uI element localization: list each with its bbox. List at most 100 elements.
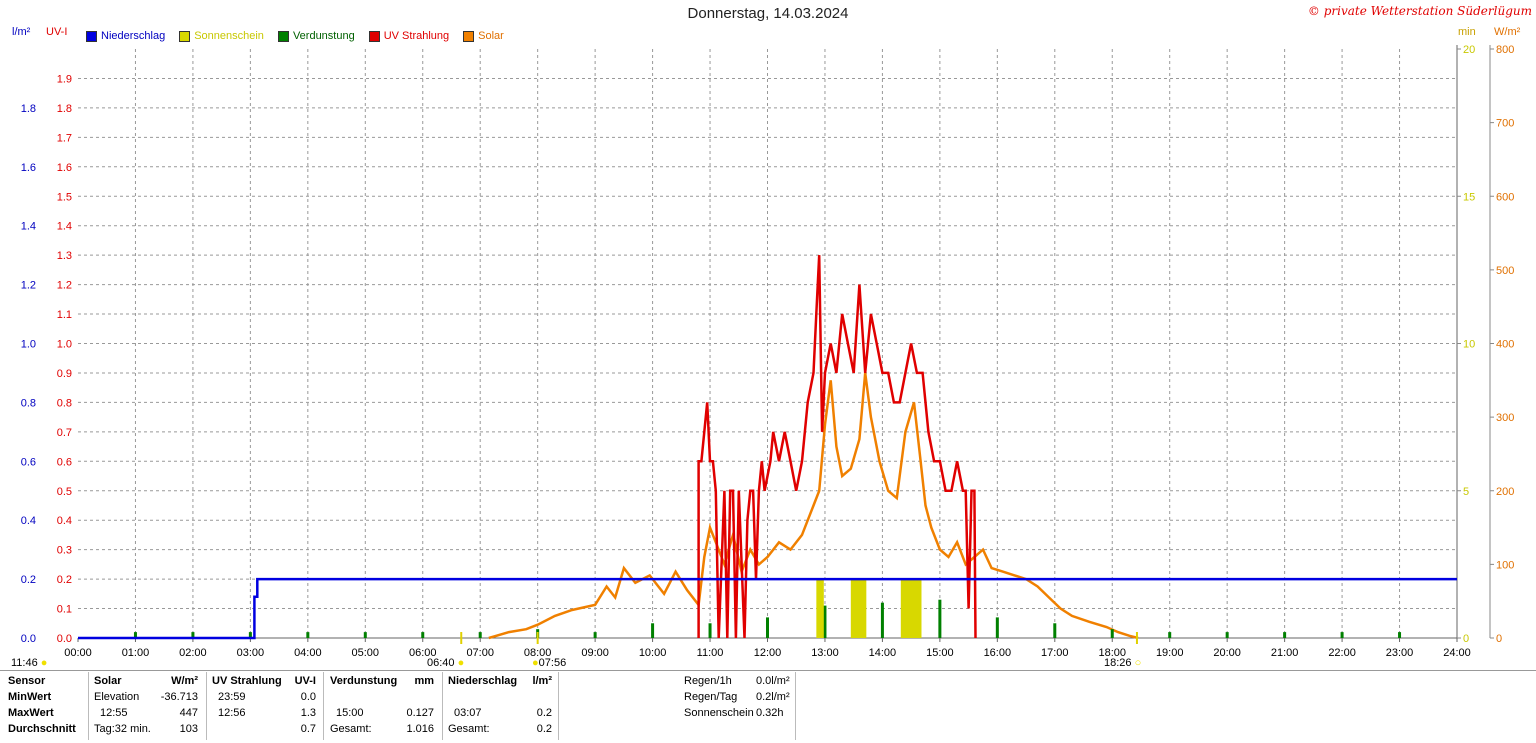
evaporation-bar [1340,632,1344,638]
x-axis: 00:00 01:00 02:00 03:00 04:00 05:00 06:00 07:00… [64,638,1471,659]
legend-label-rain: Niederschlag [101,30,166,42]
sun-tick-label: 5 [1463,486,1469,498]
solar-tick-label: 100 [1496,559,1514,571]
evaporation-bar [1225,632,1229,638]
solar-tick-label: 600 [1496,191,1514,203]
sunrise-label: 06:40 ● [427,657,465,669]
uv-tick-label: 1.8 [57,103,72,115]
legend-item-sun: Sonnenschein [179,30,264,42]
uv-tick-label: 0.3 [57,545,72,557]
evaporation-bar [880,602,884,638]
sun-axis-unit: min [1458,26,1476,38]
sunshine-bar [850,579,867,638]
uv-line [697,255,977,639]
x-tick-label: 14:00 [869,647,897,659]
evaporation-bar [1053,623,1057,638]
legend-swatch-evap [277,30,289,42]
x-tick-label: 13:00 [811,647,839,659]
uv-tick-label: 1.9 [57,73,72,85]
sun-tick-label: 0 [1463,633,1469,645]
x-tick-label: 21:00 [1271,647,1299,659]
x-tick-label: 10:00 [639,647,667,659]
uv-tick-label: 0.4 [57,515,72,527]
x-tick-label: 09:00 [581,647,609,659]
uv-tick-label: 1.1 [57,309,72,321]
uv-tick-label: 1.7 [57,132,72,144]
evaporation-bar [306,632,310,638]
x-tick-label: 04:00 [294,647,322,659]
legend-label-solar: Solar [478,30,504,42]
x-tick-label: 23:00 [1386,647,1414,659]
uv-tick-label: 1.6 [57,162,72,174]
evaporation-bar [1398,632,1402,638]
legend-label-evap: Verdunstung [292,30,355,42]
solar-tick-label: 500 [1496,265,1514,277]
plot-area [78,255,1457,644]
uv-tick-label: 0.1 [57,604,72,616]
x-tick-label: 07:00 [466,647,494,659]
uv-axis-unit: UV-I [46,26,68,38]
legend-label-uv: UV Strahlung [383,30,450,42]
x-tick-label: 08:00 [524,647,552,659]
uv-tick-label: 1.4 [57,221,72,233]
solar-tick-label: 800 [1496,44,1514,56]
legend-item-rain: Niederschlag [86,30,165,42]
rain-tick-label: 0.2 [21,574,36,586]
evaporation-bar [766,617,769,638]
solar-tick-label: 200 [1496,486,1514,498]
evaporation-bar [1283,632,1287,638]
legend-item-uv: UV Strahlung [368,30,450,42]
sun-icon: ● [457,657,465,669]
legend-swatch-uv [368,30,380,42]
chart-legend: Niederschlag Sonnenschein Verdunstung UV… [86,30,504,42]
evaporation-bar [938,599,942,638]
moonrise-label: 11:46 ● [11,657,48,669]
x-tick-label: 24:00 [1443,647,1471,659]
legend-label-sun: Sonnenschein [194,30,264,42]
sun-icon: ○ [1134,657,1142,669]
sun-tick-label: 20 [1463,44,1475,56]
x-tick-label: 17:00 [1041,647,1069,659]
sunset-label: 18:26 ○ [1104,657,1142,669]
x-tick-label: 16:00 [984,647,1012,659]
chart-grid [78,45,1458,639]
solar-tick-label: 0 [1496,633,1502,645]
x-tick-label: 15:00 [926,647,954,659]
evaporation-bar [191,632,195,638]
evaporation-bar [363,632,367,638]
uv-tick-label: 0.8 [57,397,72,409]
x-tick-label: 05:00 [352,647,380,659]
evaporation-bar [478,632,482,638]
solar-tick-label: 700 [1496,118,1514,130]
rain-axis-unit: l/m² [12,26,31,38]
x-tick-label: 00:00 [64,647,92,659]
sunshine-bar [900,579,922,638]
rain-tick-label: 1.8 [21,103,36,115]
y-axes: 0.0 0.2 0.4 0.6 0.8 1.0 1.2 1.4 1.6 1.8 0.0 0.1 0.2 0… [21,44,1515,645]
uv-tick-label: 0.7 [57,427,72,439]
rain-tick-label: 1.2 [21,280,36,292]
x-tick-label: 06:00 [409,647,437,659]
evaporation-bar [593,632,597,638]
chart-title: Donnerstag, 14.03.2024 [687,5,849,22]
legend-swatch-rain [86,30,97,42]
x-tick-label: 03:00 [237,647,265,659]
x-tick-label: 22:00 [1328,647,1356,659]
evaporation-bar [823,605,827,638]
x-tick-label: 19:00 [1156,647,1184,659]
solar-tick-label: 400 [1496,339,1514,351]
solar-line [488,372,1139,640]
sun-icon: ● [532,657,539,669]
uv-tick-label: 1.5 [57,191,72,203]
rain-tick-label: 0.0 [21,633,36,645]
solar-axis-unit: W/m² [1494,26,1521,38]
evaporation-bar [1168,632,1172,638]
x-tick-label: 11:00 [697,647,724,659]
evaporation-bar [1110,629,1114,638]
uv-tick-label: 0.0 [57,633,72,645]
weather-chart: 0.0 0.2 0.4 0.6 0.8 1.0 1.2 1.4 1.6 1.8 0.0 0.1 0.2 0… [21,44,1515,659]
evaporation-bar [248,632,252,638]
legend-swatch-sun [179,30,191,42]
x-tick-label: 01:00 [122,647,150,659]
sun-tick-label: 10 [1463,339,1475,351]
